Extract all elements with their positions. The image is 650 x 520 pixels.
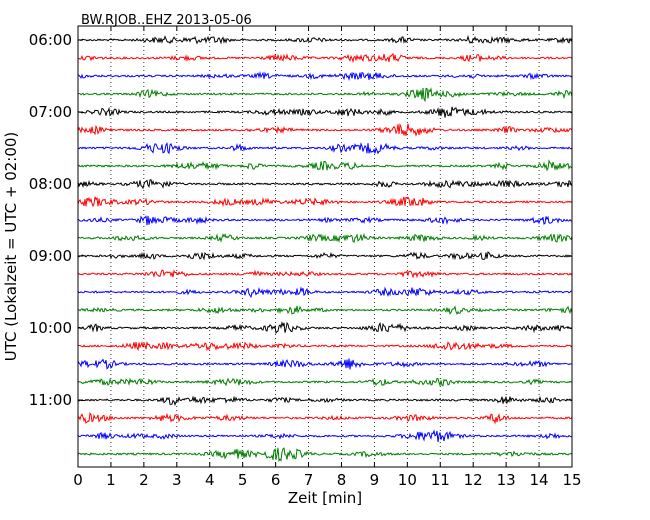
trace-line — [77, 286, 573, 299]
trace-line — [77, 52, 573, 64]
x-tick-label: 8 — [337, 471, 347, 489]
trace-line — [77, 447, 573, 463]
trace-line — [77, 122, 573, 137]
trace-line — [77, 269, 573, 279]
trace-line — [77, 159, 573, 172]
trace-line — [77, 71, 573, 82]
x-tick-label: 2 — [139, 471, 149, 489]
x-tick-label: 14 — [530, 471, 549, 489]
trace-line — [77, 395, 573, 407]
trace-line — [77, 251, 573, 261]
trace-line — [77, 196, 573, 208]
x-tick-label: 15 — [562, 471, 581, 489]
grid-lines — [110, 26, 540, 467]
trace-line — [77, 377, 573, 388]
x-tick-label: 6 — [271, 471, 281, 489]
trace-line — [77, 358, 573, 370]
x-axis-ticks: 0 1 2 3 4 5 6 7 8 9 10 11 12 13 14 15 — [73, 26, 582, 489]
y-axis-ticks: 06:00 07:00 08:00 09:00 10:00 11:00 — [29, 31, 572, 409]
y-tick-label: 11:00 — [29, 391, 72, 409]
chart-title: BW.RJOB..EHZ 2013-05-06 — [81, 13, 252, 28]
y-tick-label: 10:00 — [29, 319, 72, 337]
y-tick-label: 07:00 — [29, 103, 72, 121]
y-tick-label: 08:00 — [29, 175, 72, 193]
trace-line — [77, 321, 573, 334]
trace-line — [77, 106, 573, 118]
trace-line — [77, 233, 573, 244]
trace-line — [77, 215, 573, 226]
x-tick-label: 3 — [172, 471, 182, 489]
x-axis-label: Zeit [min] — [288, 489, 362, 507]
y-tick-label: 06:00 — [29, 31, 72, 49]
y-axis-label: UTC (Lokalzeit = UTC + 02:00) — [2, 132, 20, 362]
x-tick-label: 7 — [304, 471, 314, 489]
x-tick-label: 1 — [106, 471, 116, 489]
trace-line — [77, 87, 573, 103]
x-tick-label: 9 — [370, 471, 380, 489]
x-tick-label: 0 — [73, 471, 83, 489]
x-tick-label: 13 — [497, 471, 516, 489]
y-tick-label: 09:00 — [29, 247, 72, 265]
plot-frame — [77, 25, 573, 468]
x-tick-label: 4 — [205, 471, 215, 489]
x-tick-label: 12 — [464, 471, 483, 489]
trace-line — [77, 34, 573, 45]
trace-line — [77, 429, 573, 443]
trace-line — [77, 340, 573, 352]
trace-line — [77, 141, 573, 155]
trace-line — [77, 411, 573, 425]
trace-line — [77, 305, 573, 316]
trace-line — [77, 179, 573, 190]
traces — [77, 34, 573, 463]
x-tick-label: 5 — [238, 471, 248, 489]
x-tick-label: 10 — [398, 471, 417, 489]
x-tick-label: 11 — [431, 471, 450, 489]
